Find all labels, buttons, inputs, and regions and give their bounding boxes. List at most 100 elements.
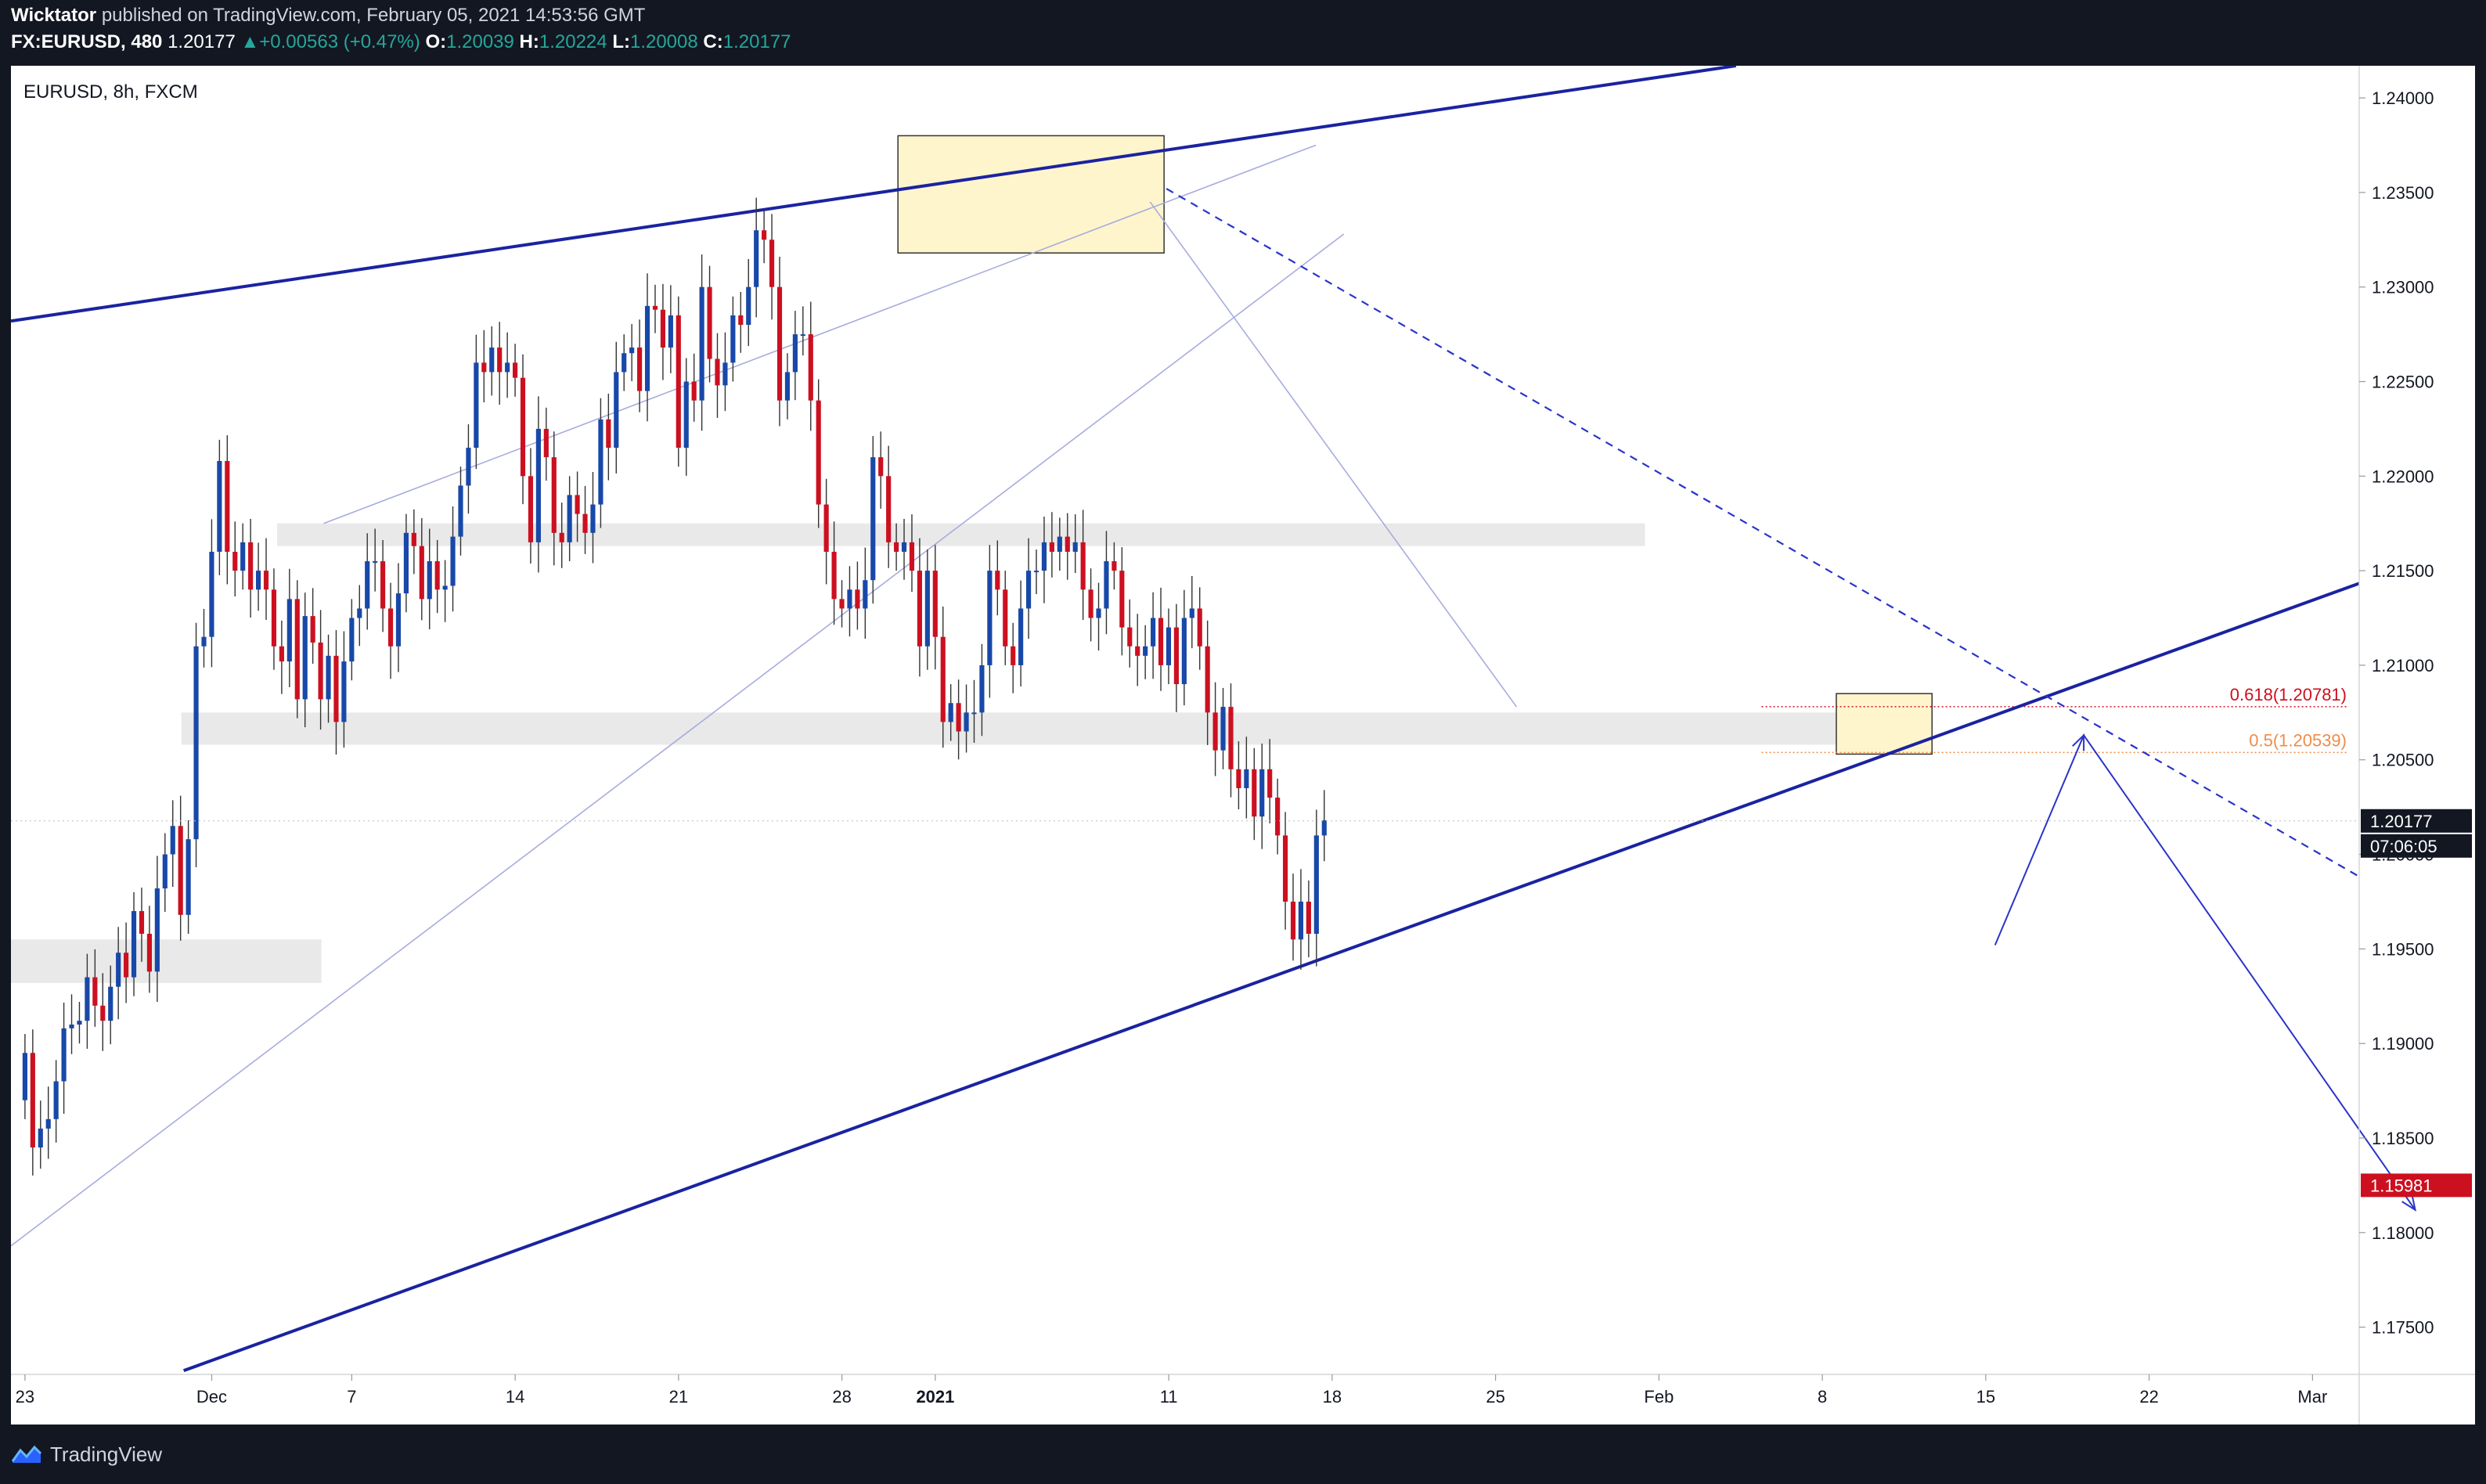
candle-body	[357, 608, 362, 618]
candle-body	[1158, 618, 1164, 665]
candle-body	[1049, 542, 1054, 552]
candle-body	[45, 1118, 51, 1129]
time-tick-label: 8	[1818, 1387, 1827, 1407]
candle-body	[691, 381, 697, 401]
candle-body	[575, 495, 580, 514]
price-tick-label: 1.17500	[2372, 1318, 2434, 1338]
candle-body	[606, 419, 611, 448]
candle-body	[644, 305, 650, 391]
candle-body	[1189, 608, 1194, 618]
candle-body	[162, 854, 168, 889]
time-tick-label: 23	[16, 1387, 34, 1407]
candle-body	[1313, 835, 1319, 935]
candle-body	[668, 315, 673, 348]
candle-body	[178, 826, 183, 915]
candle-body	[1259, 769, 1265, 817]
time-tick-label: Mar	[2297, 1387, 2327, 1407]
candle-body	[1057, 536, 1062, 552]
time-tick-label: Dec	[196, 1387, 227, 1407]
candle-body	[403, 532, 409, 594]
candle-body	[1143, 646, 1148, 656]
support-zone	[181, 712, 1909, 745]
candle-body	[792, 334, 798, 373]
candle-body	[318, 642, 323, 700]
candle-body	[497, 348, 503, 373]
candle-body	[1127, 627, 1133, 647]
candle-body	[365, 561, 370, 609]
candle-body	[209, 551, 214, 637]
candle-body	[240, 542, 246, 571]
price-change: +0.00563 (+0.47%)	[259, 31, 420, 52]
price-tag-label: 1.20177	[2370, 812, 2433, 831]
candle-body	[730, 315, 736, 363]
candle-body	[1282, 835, 1288, 902]
time-tick-label: 15	[1976, 1387, 1995, 1407]
candle-body	[341, 661, 347, 722]
time-tick-label: 22	[2139, 1387, 2158, 1407]
chart-panel[interactable]: 0.618(1.20781) 0.5(1.20539) 1.24000 1.23500…	[11, 66, 2475, 1425]
candle-body	[61, 1028, 67, 1082]
candle-body	[22, 1053, 27, 1100]
time-tick-label: Feb	[1644, 1387, 1674, 1407]
candle-body	[762, 230, 767, 240]
candle-body	[333, 655, 339, 722]
candle-body	[450, 536, 456, 586]
candle-body	[1236, 769, 1241, 788]
projection-path	[1994, 733, 2416, 1211]
candle-body	[1135, 646, 1140, 656]
candle-body	[1290, 901, 1296, 940]
candle-body	[878, 457, 884, 477]
candle-body	[637, 348, 643, 391]
price-tag-label: 1.15981	[2370, 1176, 2433, 1195]
candle-body	[816, 400, 821, 505]
price-tick-label: 1.18500	[2372, 1129, 2434, 1148]
candle-body	[30, 1053, 35, 1148]
candle-body	[738, 315, 744, 326]
time-tick-label: 21	[669, 1387, 688, 1407]
candle-body	[932, 571, 938, 637]
candle-body	[831, 551, 837, 600]
candle-body	[940, 636, 946, 722]
chart-header: Wicktator published on TradingView.com, …	[0, 0, 2486, 63]
fib-level-label: 0.5(1.20539)	[2249, 730, 2347, 750]
candle-body	[1018, 608, 1024, 665]
close-label: C:	[703, 31, 723, 52]
candle-body	[505, 362, 510, 373]
candle-body	[255, 571, 261, 590]
time-tick-label: 14	[506, 1387, 524, 1407]
candle-body	[924, 571, 930, 647]
chart-symbol-label: EURUSD, 8h, FXCM	[23, 81, 198, 103]
arrowhead-icon	[2072, 733, 2085, 751]
price-chart[interactable]: 0.618(1.20781) 0.5(1.20539) 1.24000 1.23500…	[11, 66, 2475, 1425]
tradingview-logo-icon	[11, 1445, 42, 1463]
candle-body	[1306, 901, 1311, 935]
trendline	[11, 66, 1737, 323]
candle-body	[956, 703, 961, 732]
tradingview-brand[interactable]: TradingView	[11, 1440, 162, 1468]
countdown-bg	[2361, 834, 2472, 858]
candle-body	[590, 504, 596, 533]
last-price: 1.20177	[168, 31, 236, 52]
footer-bar: TradingView	[0, 1425, 2486, 1484]
candle-body	[225, 460, 230, 552]
author-name[interactable]: Wicktator	[11, 5, 97, 26]
candle-body	[1181, 618, 1187, 685]
candle-body	[660, 309, 666, 348]
low-label: L:	[612, 31, 630, 52]
candle-body	[839, 599, 845, 609]
candle-body	[629, 348, 635, 354]
quote-line: FX:EURUSD, 480 1.20177 ▲+0.00563 (+0.47%…	[11, 31, 791, 53]
candle-body	[38, 1128, 43, 1148]
price-tag-bg	[2361, 1173, 2472, 1198]
candle-body	[1166, 627, 1172, 665]
candle-body	[474, 362, 479, 448]
candle-body	[434, 561, 440, 590]
candle-body	[77, 1021, 82, 1025]
candle-body	[1173, 627, 1179, 685]
candle-body	[53, 1081, 59, 1119]
symbol-interval[interactable]: FX:EURUSD, 480	[11, 31, 163, 52]
candle-body	[754, 230, 759, 287]
candle-body	[683, 381, 689, 448]
candle-body	[715, 358, 720, 386]
candle-body	[1111, 561, 1117, 571]
